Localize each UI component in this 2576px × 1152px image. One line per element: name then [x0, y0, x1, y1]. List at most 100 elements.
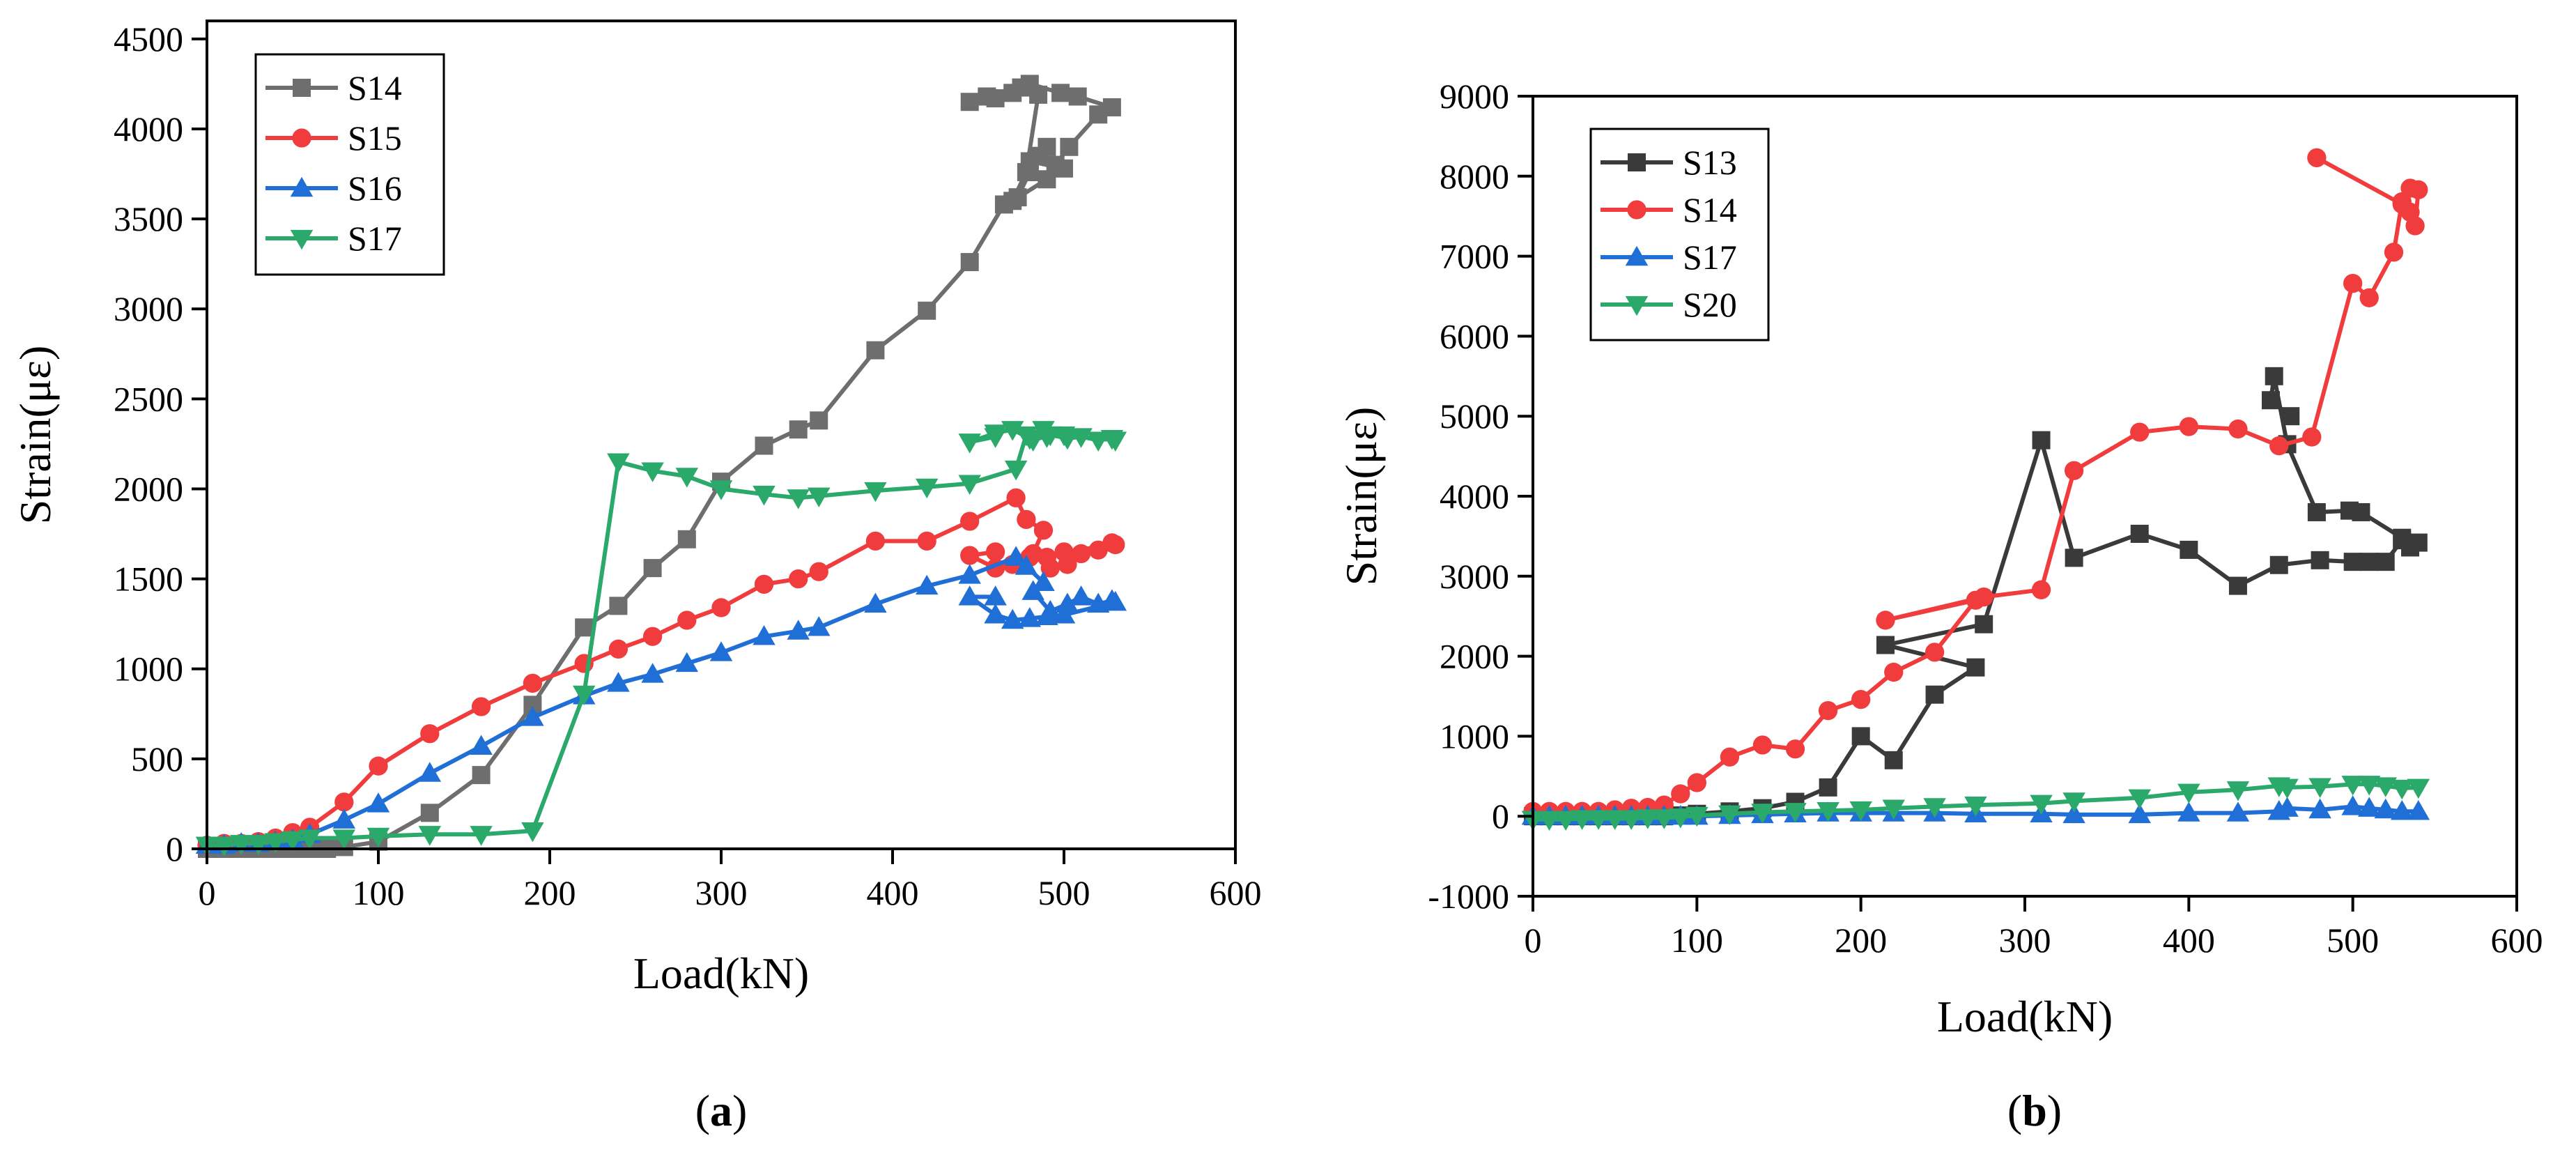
- y-tick-label: 0: [166, 829, 183, 868]
- data-point: [1051, 84, 1070, 102]
- data-point: [960, 253, 979, 272]
- data-point: [420, 804, 439, 822]
- x-tick-label: 500: [1038, 873, 1090, 912]
- data-point: [2392, 194, 2412, 214]
- legend-label-s14: S14: [348, 68, 402, 107]
- data-point: [960, 93, 979, 112]
- data-point: [643, 559, 662, 578]
- data-point: [753, 625, 776, 645]
- data-point: [1636, 809, 1659, 829]
- y-tick-label: 1000: [1440, 716, 1509, 755]
- data-point: [641, 462, 664, 482]
- x-tick-label: 0: [199, 873, 216, 912]
- data-point: [2030, 794, 2053, 815]
- data-point: [958, 585, 981, 606]
- data-point: [1751, 804, 1774, 824]
- data-point: [2062, 803, 2085, 824]
- data-point: [677, 530, 696, 548]
- data-point: [2409, 180, 2428, 199]
- data-point: [1818, 701, 1838, 721]
- data-point: [865, 531, 886, 551]
- data-point: [2343, 273, 2363, 293]
- data-point: [2374, 777, 2397, 797]
- data-point: [1554, 811, 1578, 831]
- data-point: [213, 836, 236, 857]
- data-point: [1001, 608, 1024, 629]
- data-point: [807, 487, 831, 508]
- data-point: [2307, 502, 2326, 521]
- y-tick-label: -1000: [1428, 877, 1509, 916]
- data-point: [709, 480, 733, 500]
- data-point: [472, 766, 491, 785]
- data-point: [2180, 540, 2198, 559]
- data-point: [332, 808, 356, 829]
- x-tick-label: 400: [2163, 921, 2215, 960]
- data-point: [1687, 773, 1706, 792]
- data-point: [1653, 809, 1676, 829]
- x-tick-label: 600: [2491, 921, 2543, 960]
- data-point: [1619, 810, 1643, 830]
- data-point: [2340, 501, 2359, 520]
- data-point: [2130, 422, 2150, 442]
- data-point: [1851, 727, 1870, 746]
- data-point: [2391, 779, 2414, 800]
- data-point: [1004, 546, 1028, 566]
- data-point: [367, 792, 390, 813]
- data-point: [1021, 580, 1044, 600]
- legend-marker-s15: [292, 128, 311, 148]
- data-point: [958, 564, 981, 584]
- legend-label-s20: S20: [1683, 285, 1737, 324]
- legend-marker-s20: [1625, 295, 1649, 316]
- data-point: [2391, 800, 2414, 820]
- data-point: [2179, 417, 2198, 436]
- data-point: [675, 652, 699, 673]
- data-point: [264, 833, 287, 853]
- x-tick-label: 300: [1999, 921, 2051, 960]
- data-point: [2262, 391, 2280, 410]
- data-point: [1587, 810, 1610, 830]
- x-tick-label: 0: [1525, 921, 1542, 960]
- y-tick-label: 3000: [1440, 557, 1509, 596]
- data-point: [572, 685, 596, 706]
- data-point: [1102, 98, 1121, 116]
- legend-marker-s17: [290, 229, 314, 250]
- data-point: [1882, 799, 1905, 820]
- data-point: [984, 585, 1007, 606]
- data-point: [2359, 288, 2379, 307]
- data-point: [2177, 801, 2200, 822]
- panel-label: (b): [2007, 1086, 2062, 1135]
- data-point: [2374, 798, 2397, 819]
- data-point: [1817, 801, 1840, 822]
- data-point: [1819, 778, 1837, 797]
- data-point: [1538, 811, 1561, 831]
- y-tick-label: 500: [131, 739, 183, 778]
- data-point: [2276, 797, 2299, 817]
- data-point: [1012, 78, 1031, 97]
- data-point: [1052, 604, 1076, 624]
- data-point: [1037, 547, 1057, 567]
- data-point: [753, 486, 776, 506]
- data-point: [2302, 427, 2322, 447]
- data-point: [2357, 797, 2381, 817]
- data-point: [2226, 801, 2250, 822]
- data-point: [2065, 548, 2083, 567]
- y-tick-label: 5000: [1440, 397, 1509, 436]
- data-point: [2265, 367, 2283, 385]
- data-point: [229, 835, 253, 855]
- data-point: [607, 453, 630, 473]
- data-point: [1068, 87, 1087, 106]
- data-point: [810, 411, 828, 430]
- y-tick-label: 6000: [1440, 316, 1509, 355]
- x-tick-label: 100: [1671, 921, 1723, 960]
- data-point: [367, 827, 390, 848]
- data-point: [1038, 137, 1056, 156]
- data-point: [787, 620, 810, 640]
- data-point: [1001, 421, 1024, 441]
- legend-marker-s16: [290, 176, 314, 197]
- data-point: [1923, 798, 1946, 818]
- x-tick-label: 300: [695, 873, 748, 912]
- data-point: [1974, 587, 1993, 607]
- data-point: [2130, 524, 2149, 543]
- data-point: [754, 574, 774, 594]
